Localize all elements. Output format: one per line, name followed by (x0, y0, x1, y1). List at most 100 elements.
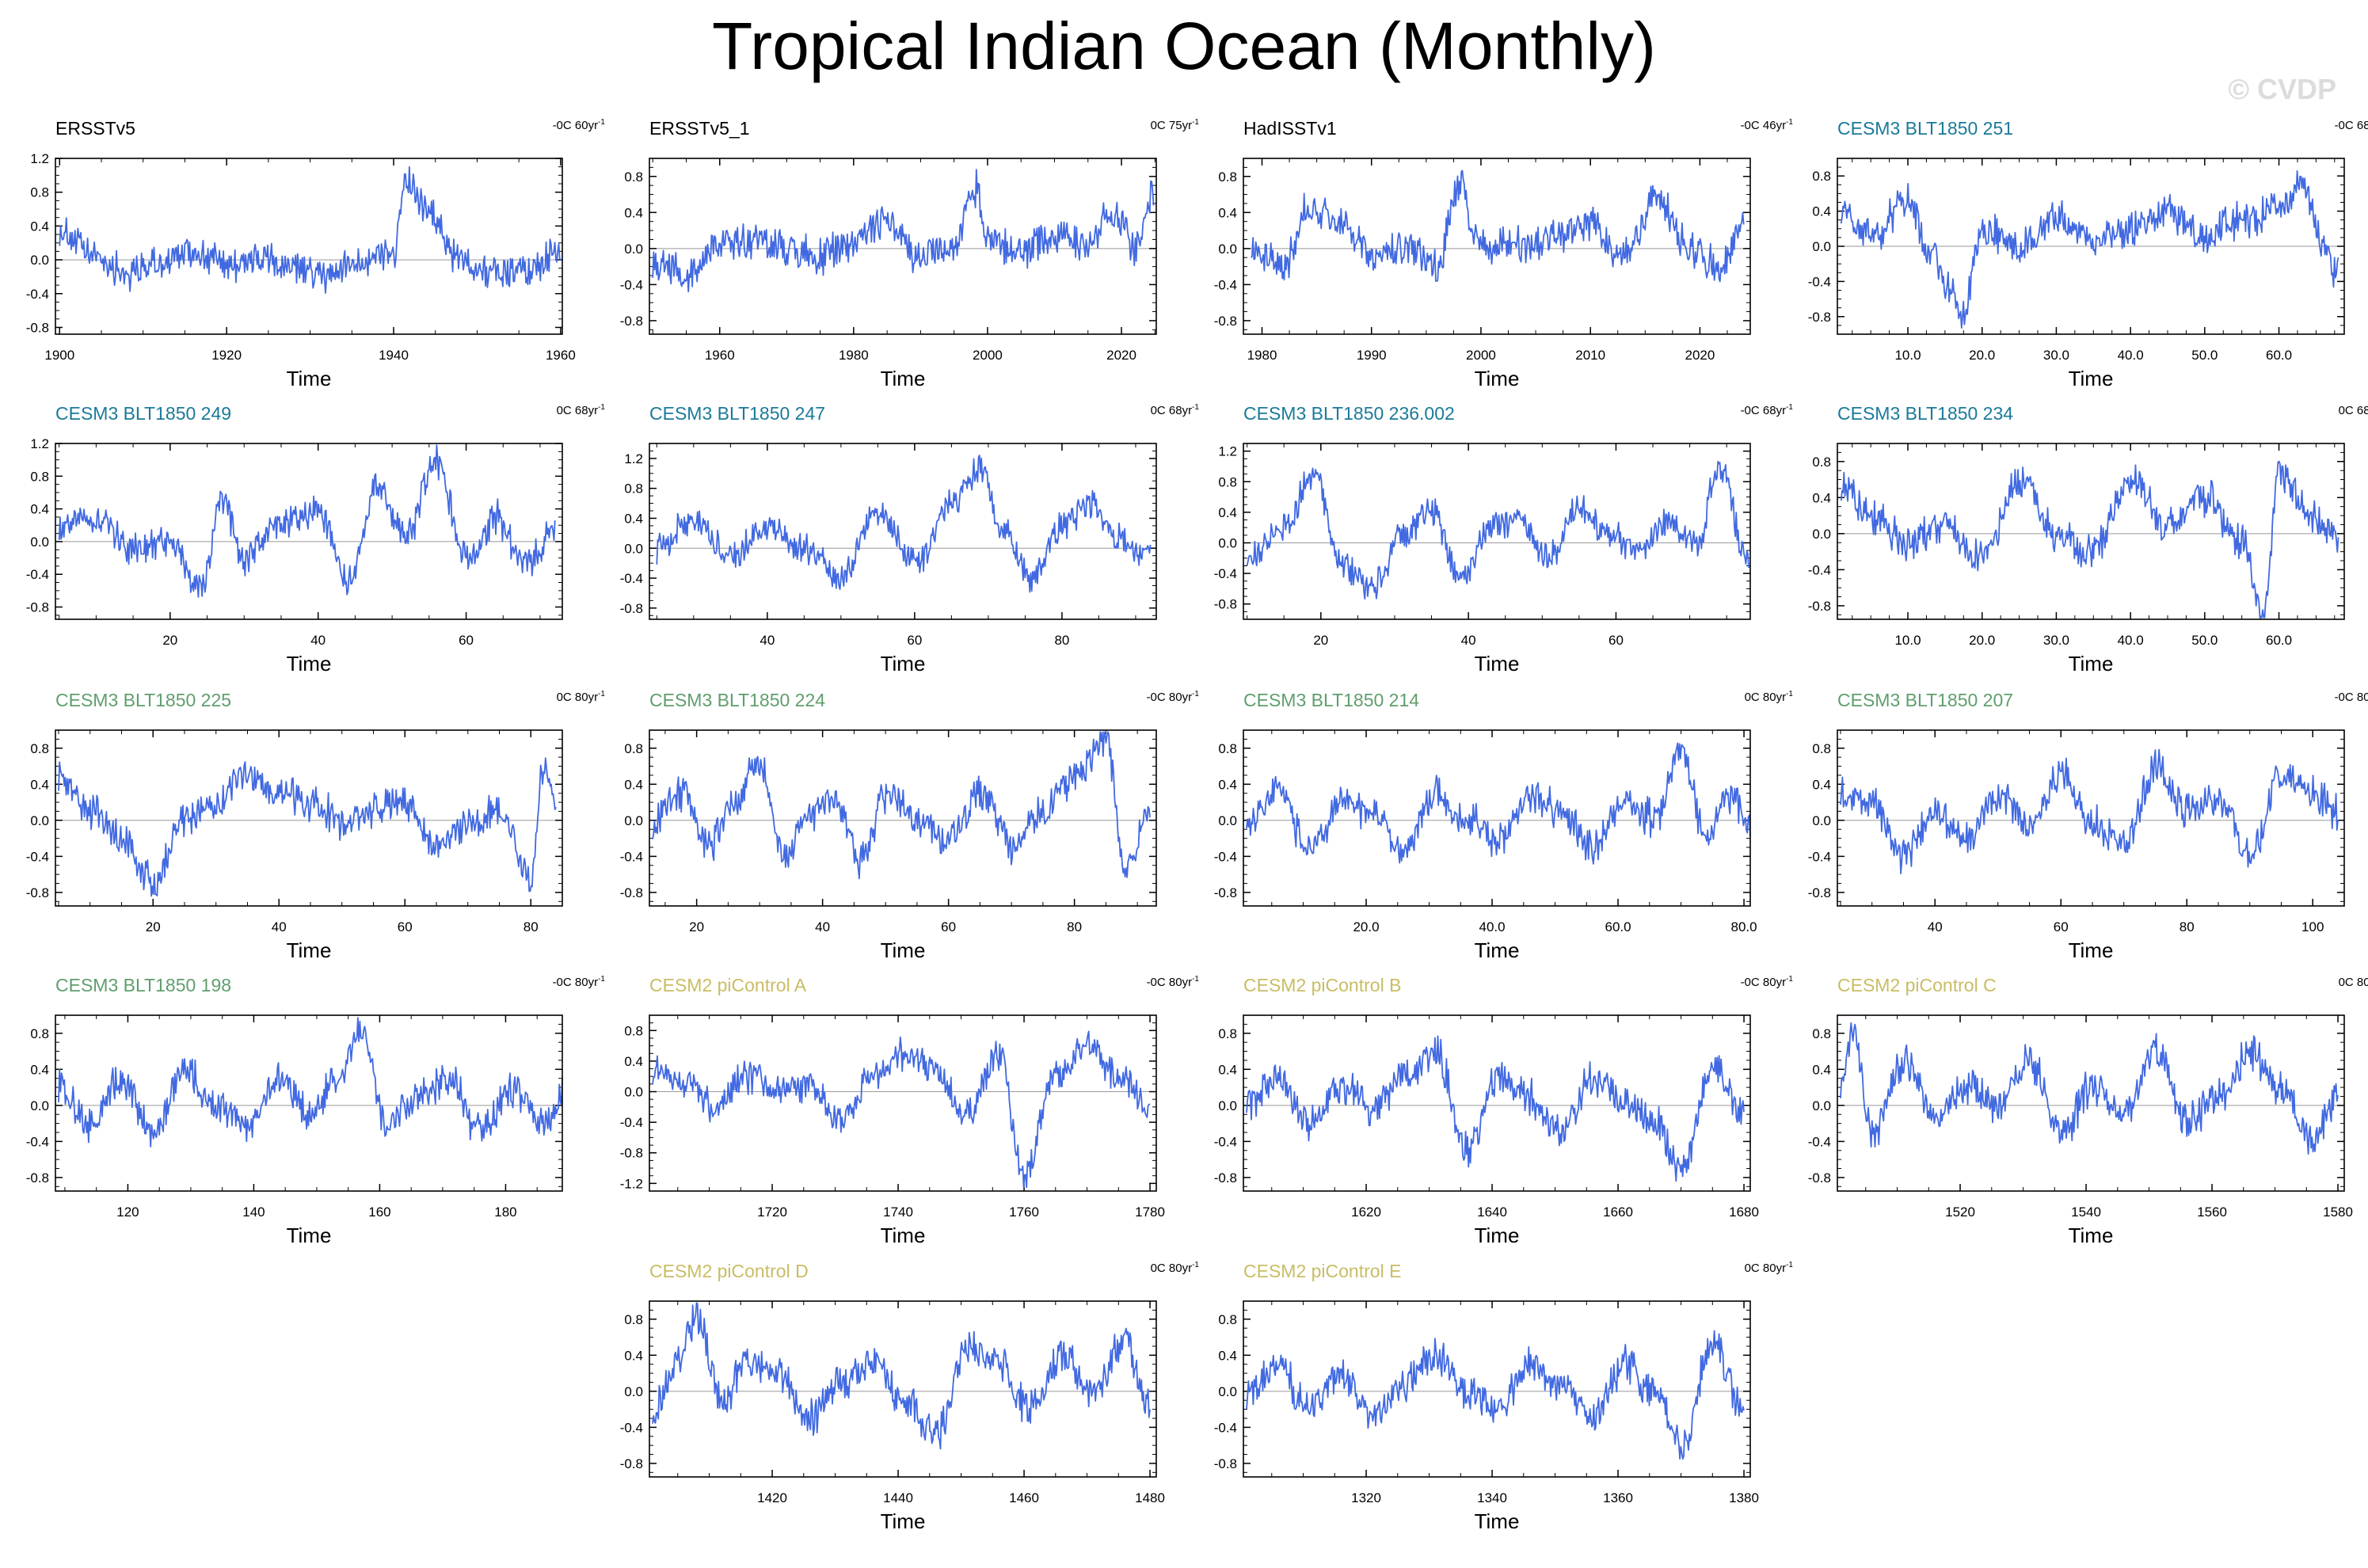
y-tick-label: -0.8 (1214, 597, 1237, 612)
y-tick-label: -0.4 (1808, 849, 1831, 864)
x-axis-label: Time (2068, 1224, 2114, 1247)
cvdp-watermark: © CVDP (2228, 73, 2336, 105)
x-tick-label: 20.0 (1353, 919, 1379, 934)
x-axis-label: Time (286, 367, 332, 390)
trend-annotation: 0C 80yr-1 (1744, 690, 1793, 704)
x-tick-label: 60.0 (2266, 633, 2292, 648)
series-line (1840, 748, 2339, 875)
plot-area: 0.8 0.4 0.0 -0.4 -0.8 1620 1640 1660 1680 (1214, 1014, 1759, 1220)
panel-title: CESM3 BLT1850 247 (649, 403, 826, 424)
x-tick-label: 1980 (839, 348, 869, 363)
x-axis-label: Time (1474, 1509, 1520, 1533)
y-tick-label: -0.4 (620, 1420, 643, 1435)
panel-cesm2-picontrol-d: CESM2 piControl D 0C 80yr-1 Time 0.8 0.4 0.0 -… (620, 1258, 1199, 1551)
plot-frame (55, 443, 563, 620)
y-tick-label: 0.4 (1218, 505, 1237, 520)
x-axis-label: Time (2068, 652, 2114, 676)
x-axis-label: Time (286, 1224, 332, 1247)
series-line (1246, 1035, 1745, 1182)
x-axis-label: Time (286, 938, 332, 962)
x-tick-label: 40 (760, 633, 775, 648)
y-tick-label: 1.2 (1218, 444, 1237, 459)
figure-title: Tropical Indian Ocean (Monthly) (711, 9, 1657, 83)
series-line (1840, 1022, 2339, 1155)
series-line (1246, 1330, 1745, 1460)
y-tick-label: -0.8 (1214, 314, 1237, 329)
y-tick-label: 0.0 (1812, 813, 1831, 828)
plot-area: 0.8 0.4 0.0 -0.4 -0.8 10.0 20.0 30.0 40.0 50.0 60.… (1808, 158, 2345, 363)
x-tick-label: 20 (689, 919, 704, 934)
x-tick-label: 2020 (1685, 348, 1715, 363)
trend-annotation: -0C 80yr-1 (2334, 691, 2368, 704)
x-tick-label: 10.0 (1894, 348, 1921, 363)
x-tick-label: 60 (941, 919, 956, 934)
panel-cesm2-picontrol-b: CESM2 piControl B -0C 80yr-1 Time 0.8 0.4 0.0… (1214, 972, 1793, 1265)
y-tick-label: 0.0 (30, 1098, 49, 1113)
panel-title: CESM2 piControl C (1837, 975, 1997, 995)
y-tick-label: 0.4 (624, 1054, 643, 1069)
y-tick-label: -0.8 (1808, 885, 1831, 900)
panel-title: CESM2 piControl B (1243, 975, 1402, 995)
y-tick-label: 0.0 (1218, 535, 1237, 550)
panel-cesm3-blt1850-236-002: CESM3 BLT1850 236.002 -0C 68yr-1 Time 1.2 0.… (1214, 400, 1793, 693)
x-tick-label: 1520 (1945, 1205, 1975, 1220)
x-tick-label: 40 (1928, 919, 1943, 934)
x-tick-label: 60 (398, 919, 413, 934)
panel-ersstv5: ERSSTv5 -0C 60yr-1 Time 1.2 0.8 0.4 0.0 -0.4 -0.… (26, 115, 605, 408)
x-tick-label: 80 (2180, 919, 2195, 934)
x-axis-label: Time (2068, 938, 2114, 962)
plot-frame (55, 729, 563, 907)
y-tick-label: -0.4 (1214, 277, 1237, 292)
panel-title: ERSSTv5_1 (649, 118, 750, 139)
y-tick-label: 0.0 (30, 535, 49, 550)
y-tick-label: 0.4 (1812, 490, 1831, 505)
trend-annotation: 0C 68yr-1 (2338, 404, 2368, 417)
x-axis-label: Time (880, 938, 926, 962)
x-tick-label: 1780 (1135, 1205, 1165, 1220)
y-tick-label: -0.8 (620, 1146, 643, 1161)
panel-title: CESM3 BLT1850 214 (1243, 690, 1420, 710)
y-tick-label: -0.4 (26, 287, 49, 302)
panel-title: CESM2 piControl D (649, 1261, 809, 1281)
y-tick-label: 0.8 (30, 1026, 49, 1041)
x-tick-label: 40.0 (2118, 348, 2144, 363)
x-tick-label: 1540 (2071, 1205, 2101, 1220)
plot-frame (1243, 729, 1751, 907)
x-tick-label: 1340 (1477, 1490, 1507, 1505)
x-tick-label: 1320 (1351, 1490, 1381, 1505)
trend-annotation: -0C 80yr-1 (1740, 975, 1793, 989)
y-tick-label: 0.4 (30, 219, 49, 234)
y-tick-label: 0.8 (1218, 474, 1237, 489)
x-tick-label: 30.0 (2043, 348, 2069, 363)
plot-frame (55, 158, 563, 335)
panel-title: CESM2 piControl A (649, 975, 807, 995)
panel-cesm3-blt1850-247: CESM3 BLT1850 247 0C 68yr-1 Time 1.2 0.8 0.4 0… (620, 400, 1199, 693)
plot-area: 0.8 0.4 0.0 -0.4 -0.8 20 40 60 80 (620, 729, 1157, 934)
plot-area: 1.2 0.8 0.4 0.0 -0.4 -0.8 20 40 60 (1214, 443, 1751, 648)
panel-title: CESM3 BLT1850 224 (649, 690, 826, 710)
plot-area: 0.8 0.4 0.0 -0.4 -0.8 40 60 80 100 (1808, 729, 2345, 934)
x-tick-label: 50.0 (2191, 348, 2218, 363)
x-tick-label: 1380 (1729, 1490, 1759, 1505)
y-tick-label: 0.0 (624, 1384, 643, 1399)
y-tick-label: 0.4 (1218, 1062, 1237, 1077)
y-tick-label: 0.0 (30, 813, 49, 828)
trend-annotation: -0C 80yr-1 (1146, 690, 1199, 704)
plot-frame (1243, 1300, 1751, 1478)
plot-area: 0.8 0.4 0.0 -0.4 -0.8 1960 1980 2000 2020 (620, 158, 1157, 363)
panel-title: HadISSTv1 (1243, 118, 1337, 139)
y-tick-label: -0.8 (26, 1170, 49, 1186)
y-tick-label: 0.8 (1812, 455, 1831, 470)
x-tick-label: 1990 (1357, 348, 1387, 363)
y-tick-label: -0.8 (620, 314, 643, 329)
y-tick-label: -1.2 (620, 1176, 643, 1191)
y-tick-label: -0.8 (1214, 1170, 1237, 1186)
y-tick-label: -0.8 (1808, 1170, 1831, 1186)
panel-title: CESM3 BLT1850 198 (55, 975, 232, 995)
series-line (58, 444, 556, 598)
x-tick-label: 180 (494, 1205, 516, 1220)
y-tick-label: 0.0 (624, 242, 643, 257)
x-tick-label: 1480 (1135, 1490, 1165, 1505)
plot-area: 0.8 0.4 0.0 -0.4 -0.8 -1.2 1720 1740 1760 1780 (620, 1014, 1165, 1220)
panel-cesm2-picontrol-e: CESM2 piControl E 0C 80yr-1 Time 0.8 0.4 0.0 -… (1214, 1258, 1793, 1551)
